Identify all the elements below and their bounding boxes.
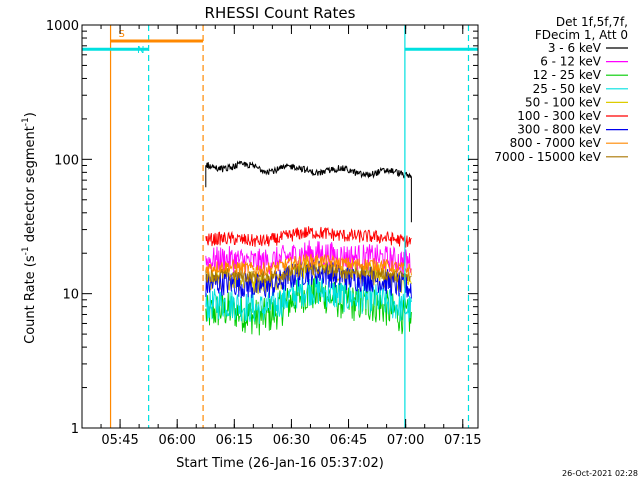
x-tick-label: 07:00: [387, 433, 424, 448]
series-line-5: [205, 226, 412, 248]
y-tick-label: 1000: [46, 19, 79, 34]
y-tick-label: 10: [62, 288, 79, 303]
series-line-0: [205, 160, 412, 223]
y-axis-label: Count Rate (s-1 detector segment-1): [21, 112, 38, 344]
x-axis-label: Start Time (26-Jan-16 05:37:02): [176, 456, 384, 471]
series-line-3: [205, 274, 412, 324]
legend-label-3: 25 - 50 keV: [533, 82, 602, 96]
y-axis-label-sup1: -1: [21, 246, 31, 255]
legend-label-4: 50 - 100 keV: [525, 95, 602, 109]
y-axis-label-sup2: -1: [21, 117, 31, 126]
legend-label-0: 3 - 6 keV: [548, 41, 602, 55]
x-tick-label: 06:30: [273, 433, 310, 448]
x-tick-label: 06:00: [158, 433, 195, 448]
axes: 1 10 100 1000 05:45 06:00 06:15 06:30 06:45 07:00…: [46, 19, 482, 448]
series-line-7: [205, 252, 412, 277]
flag-label-0: S: [119, 29, 125, 40]
chart-title: RHESSI Count Rates: [205, 4, 356, 22]
x-tick-label: 06:15: [216, 433, 253, 448]
y-tick-label: 100: [54, 153, 79, 168]
legend-label-1: 6 - 12 keV: [540, 55, 602, 69]
legend-label-7: 800 - 7000 keV: [510, 136, 602, 150]
legend-label-5: 100 - 300 keV: [517, 109, 601, 123]
y-axis-label-main: Count Rate (s: [23, 255, 38, 344]
flag-label-1: N: [137, 45, 144, 56]
plot-frame: [81, 24, 479, 429]
y-axis-label-end: ): [23, 112, 38, 117]
series-line-6: [205, 259, 412, 299]
legend-label-8: 7000 - 15000 keV: [494, 150, 601, 164]
footer-timestamp: 26-Oct-2021 02:28: [562, 469, 638, 478]
legend-header-line-1: Det 1f,5f,7f,: [556, 15, 628, 29]
x-tick-label: 07:15: [444, 433, 481, 448]
x-tick-label: 06:45: [330, 433, 367, 448]
y-tick-label: 1: [71, 422, 79, 437]
legend-label-2: 12 - 25 keV: [533, 68, 602, 82]
x-tick-label: 05:45: [101, 433, 138, 448]
plot-area: SN: [82, 25, 478, 428]
legend-label-6: 300 - 800 keV: [517, 123, 601, 137]
series-line-1: [205, 240, 412, 275]
y-axis-label-mid: detector segment: [23, 126, 38, 246]
legend-header-line-2: FDecim 1, Att 0: [535, 28, 628, 42]
